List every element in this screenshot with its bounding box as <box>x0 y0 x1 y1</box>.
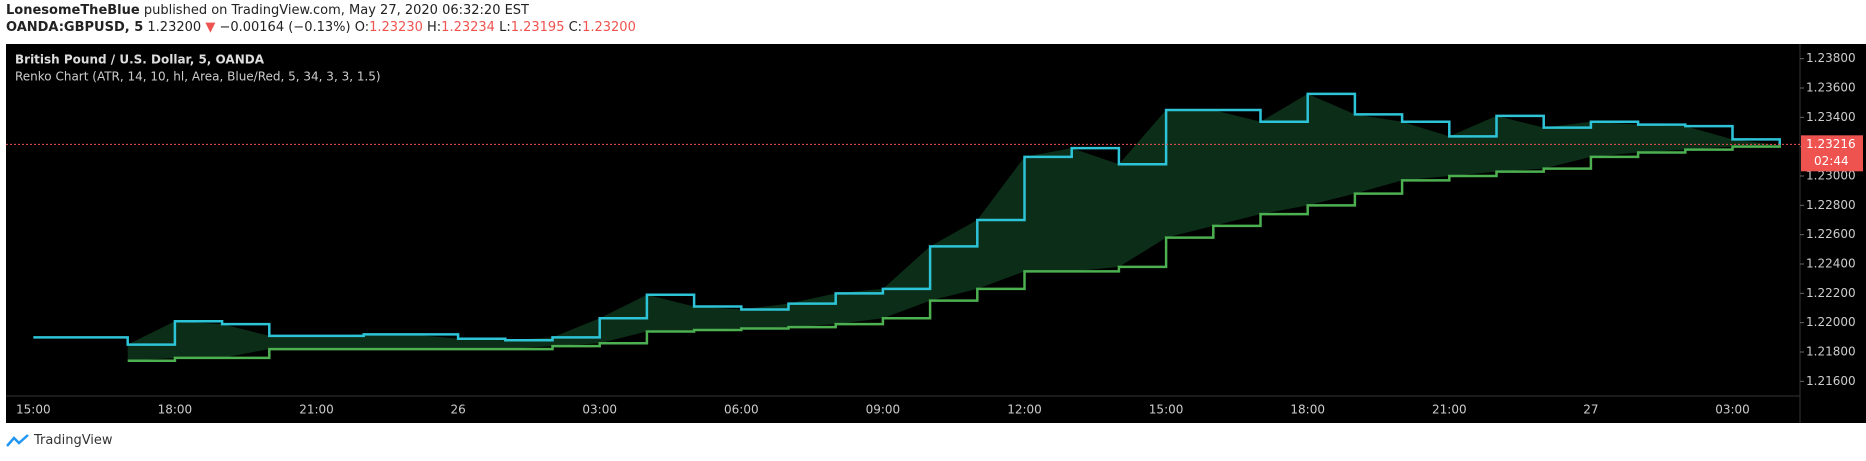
x-tick-label: 26 <box>450 403 465 417</box>
series-line <box>33 92 1781 346</box>
close: 1.23200 <box>582 20 636 35</box>
c-label: C: <box>568 20 583 35</box>
cloud-fill <box>127 93 1780 361</box>
header-line-1: LonesomeTheBlue published on TradingView… <box>6 2 636 19</box>
y-tick-label: 1.23800 <box>1806 51 1856 65</box>
last: 1.23200 <box>147 20 202 35</box>
x-tick-label: 21:00 <box>299 403 334 417</box>
x-tick-label: 03:00 <box>1715 403 1750 417</box>
low: 1.23195 <box>510 20 565 35</box>
o-label: O: <box>354 20 370 35</box>
x-tick-label: 21:00 <box>1432 403 1467 417</box>
high: 1.23234 <box>441 20 495 35</box>
author[interactable]: LonesomeTheBlue <box>6 3 140 18</box>
x-tick-label: 12:00 <box>1007 403 1042 417</box>
change: −0.00164 (−0.13%) <box>219 20 351 35</box>
x-tick-label: 09:00 <box>866 403 901 417</box>
x-tick-label: 15:00 <box>1149 403 1184 417</box>
y-tick-label: 1.22800 <box>1806 198 1856 212</box>
x-tick-label: 18:00 <box>1290 403 1325 417</box>
header-line-2: OANDA:GBPUSD, 5 1.23200 ▼ −0.00164 (−0.1… <box>6 19 636 36</box>
x-tick-label: 06:00 <box>724 403 759 417</box>
l-label: L: <box>499 20 511 35</box>
chart-background <box>6 44 1866 423</box>
y-tick-label: 1.22200 <box>1806 286 1856 300</box>
series-line <box>127 145 1781 363</box>
last-price-label: 1.23216 <box>1806 137 1856 151</box>
symbol: OANDA:GBPUSD, 5 <box>6 20 144 35</box>
y-tick-label: 1.21600 <box>1806 374 1856 388</box>
y-tick-label: 1.23600 <box>1806 81 1856 95</box>
h-label: H: <box>427 20 442 35</box>
y-tick-label: 1.22600 <box>1806 227 1856 241</box>
y-tick-label: 1.22000 <box>1806 315 1856 329</box>
x-tick-label: 03:00 <box>582 403 617 417</box>
last-price-box <box>1801 135 1863 172</box>
y-tick-label: 1.21800 <box>1806 345 1856 359</box>
y-tick-label: 1.22400 <box>1806 257 1856 271</box>
x-tick-label: 15:00 <box>16 403 51 417</box>
y-tick-label: 1.23000 <box>1806 169 1856 183</box>
x-tick-label: 18:00 <box>158 403 193 417</box>
arrow: ▼ <box>205 20 216 35</box>
chart-subtitle: Renko Chart (ATR, 14, 10, hl, Area, Blue… <box>15 70 381 84</box>
published: published on TradingView.com, May 27, 20… <box>143 3 530 18</box>
chart-title: British Pound / U.S. Dollar, 5, OANDA <box>15 53 265 67</box>
x-tick-label: 27 <box>1583 403 1598 417</box>
brand[interactable]: TradingView <box>34 433 113 448</box>
open: 1.23230 <box>369 20 423 35</box>
header: LonesomeTheBlue published on TradingView… <box>6 2 636 36</box>
y-tick-label: 1.23400 <box>1806 110 1856 124</box>
footer: TradingView <box>6 433 113 448</box>
countdown: 02:44 <box>1814 154 1849 168</box>
logo <box>6 433 29 447</box>
